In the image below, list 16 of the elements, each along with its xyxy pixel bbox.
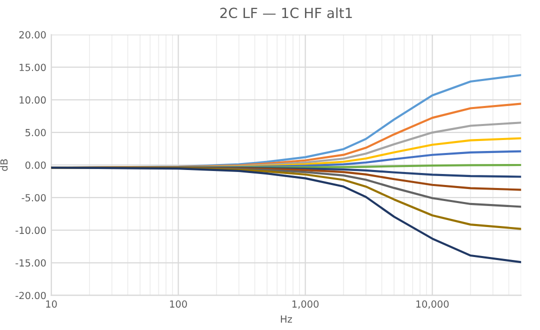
y-tick-label: -5.00 xyxy=(22,194,46,202)
x-tick-label: 1,000 xyxy=(292,300,319,309)
y-tick-label: 10.00 xyxy=(20,96,46,104)
y-tick-label: 20.00 xyxy=(19,31,46,38)
y-tick-label: 5.00 xyxy=(26,128,46,136)
y-tick-label: -15.00 xyxy=(16,259,46,267)
x-tick-label: 100 xyxy=(170,300,187,308)
y-tick-label: -20.00 xyxy=(16,292,46,300)
chart-title: 2C LF — 1C HF alt1 xyxy=(220,7,352,18)
x-tick-label: 10,000 xyxy=(416,300,449,309)
y-tick-label: 15.00 xyxy=(20,64,46,72)
y-tick-label: 0.00 xyxy=(25,161,46,169)
y-axis-title: dB xyxy=(0,159,8,171)
y-tick-label: -10.00 xyxy=(16,226,46,234)
x-tick-label: 10 xyxy=(46,300,57,308)
x-axis-title: Hz xyxy=(280,315,292,323)
